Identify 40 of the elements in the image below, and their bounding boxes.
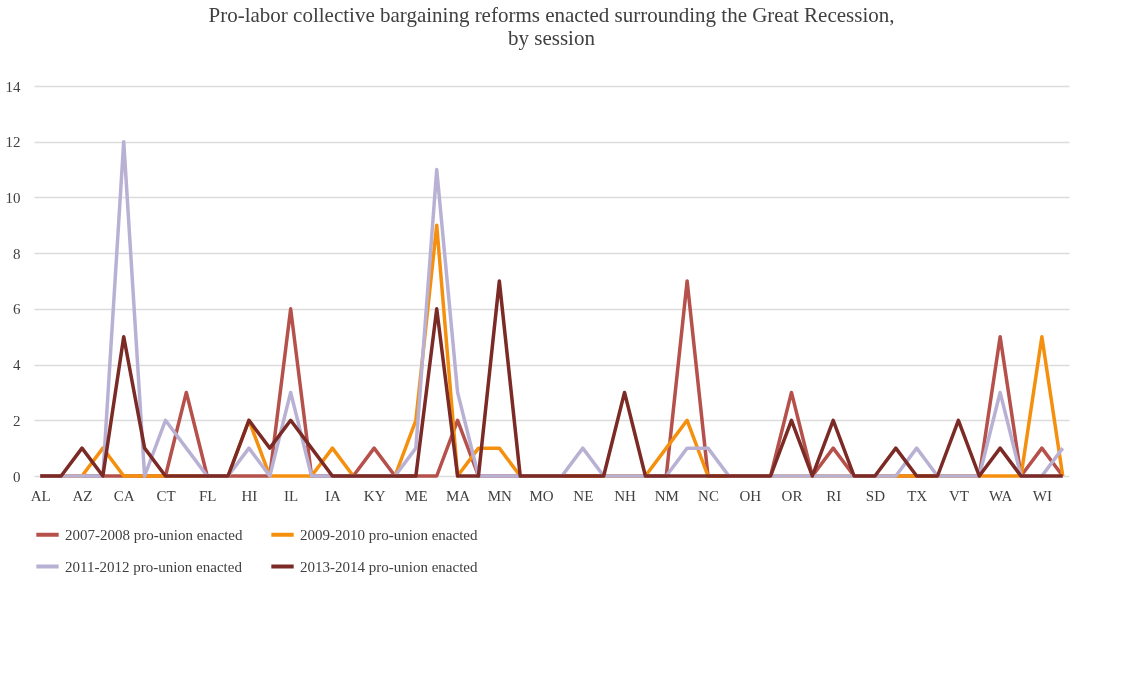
- y-tick-label: 12: [5, 134, 21, 151]
- legend-label: 2013-2014 pro-union enacted: [300, 558, 478, 575]
- y-tick-label: 4: [13, 357, 21, 374]
- legend-label: 2009-2010 pro-union enacted: [300, 526, 478, 543]
- x-tick-label: WA: [988, 487, 1013, 504]
- x-tick-label: KY: [363, 487, 386, 504]
- y-tick-label: 6: [13, 301, 21, 318]
- x-tick-label: FL: [198, 487, 217, 504]
- x-tick-label: SD: [865, 487, 886, 504]
- x-tick-label: OR: [781, 487, 803, 504]
- text: by session: [508, 26, 595, 50]
- x-tick-label: MO: [529, 487, 554, 504]
- text: Pro-labor collective bargaining reforms enacted surrounding the Great Recession,: [208, 3, 895, 27]
- line-series: [38, 279, 1065, 478]
- x-tick-label: MN: [487, 487, 513, 504]
- x-tick-label: VT: [948, 487, 969, 504]
- y-tick-label: 2: [13, 412, 21, 429]
- x-tick-label: ME: [405, 487, 428, 504]
- y-tick-label: 14: [5, 78, 21, 95]
- x-tick-label: OH: [739, 487, 762, 504]
- x-tick-label: TX: [907, 487, 928, 504]
- x-tick-label: NE: [573, 487, 594, 504]
- x-tick-label: WI: [1032, 487, 1052, 504]
- x-tick-label: AL: [30, 487, 51, 504]
- x-tick-label: MA: [446, 487, 471, 504]
- x-tick-label: NC: [698, 487, 719, 504]
- legend-label: 2007-2008 pro-union enacted: [65, 526, 243, 543]
- y-tick-label: 0: [13, 468, 21, 485]
- y-tick-label: 10: [5, 189, 21, 206]
- x-tick-label: NM: [654, 487, 679, 504]
- x-tick-label: CA: [113, 487, 135, 504]
- y-tick-label: 8: [13, 245, 21, 262]
- x-tick-label: NH: [614, 487, 637, 504]
- x-tick-label: IA: [324, 487, 341, 504]
- legend-label: 2011-2012 pro-union enacted: [65, 558, 243, 575]
- x-tick-label: HI: [241, 487, 258, 504]
- x-tick-label: CT: [156, 487, 176, 504]
- x-tick-label: IL: [284, 487, 299, 504]
- x-tick-label: RI: [826, 487, 842, 504]
- x-tick-label: AZ: [72, 487, 93, 504]
